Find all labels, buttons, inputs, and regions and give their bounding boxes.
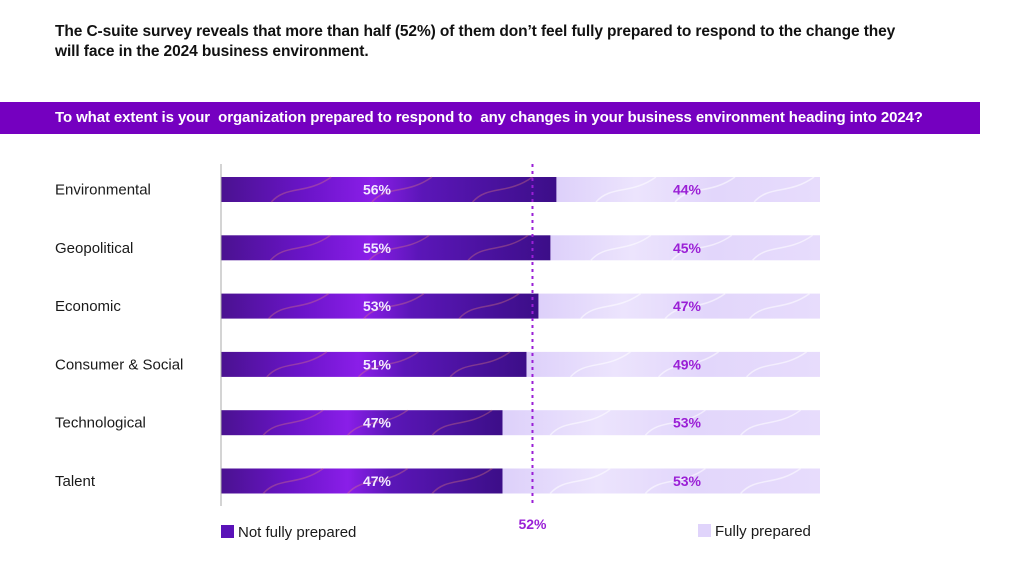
bar-not-fully-prepared-technological — [221, 410, 503, 436]
bar-texture-swirl — [458, 292, 520, 320]
data-label-fully-prepared-economic: 47% — [673, 298, 702, 314]
bar-texture-swirl — [674, 176, 736, 203]
question-banner: To what extent is your organization prep… — [0, 102, 980, 134]
bar-texture-swirl — [357, 351, 419, 378]
bar-texture-swirl — [262, 409, 324, 436]
bar-texture-swirl — [268, 292, 330, 320]
bar-texture-swirl — [658, 351, 720, 378]
bar-texture-swirl — [590, 234, 652, 261]
stacked-bar-chart: Environmental Geopolitical Economic Consume… — [55, 164, 820, 541]
bar-texture-swirl — [449, 351, 511, 378]
data-label-not-fully-prepared-geopolitical: 55% — [363, 240, 392, 256]
data-label-not-fully-prepared-talent: 47% — [363, 473, 392, 489]
bar-row-consumer-social: 51% 49% — [221, 351, 820, 378]
bar-texture-swirl — [270, 176, 332, 203]
bar-not-fully-prepared-consumer-social — [221, 351, 527, 377]
bar-texture-swirl — [262, 467, 324, 495]
bar-texture-swirl — [363, 292, 425, 320]
bar-row-geopolitical: 55% 45% — [221, 234, 820, 261]
legend-label-fully-prepared: Fully prepared — [715, 523, 811, 540]
category-label-talent: Talent — [55, 473, 96, 490]
bar-texture-swirl — [752, 234, 814, 261]
bar-texture-swirl — [467, 234, 529, 261]
bar-texture-swirl — [644, 467, 706, 495]
category-label-environmental: Environmental — [55, 182, 151, 199]
category-label-geopolitical: Geopolitical — [55, 240, 133, 257]
category-label-consumer-social: Consumer & Social — [55, 356, 183, 373]
bar-texture-swirl — [431, 467, 493, 495]
data-label-not-fully-prepared-technological: 47% — [363, 415, 392, 431]
bar-texture-swirl — [347, 467, 409, 495]
headline: The C-suite survey reveals that more tha… — [55, 23, 896, 60]
data-label-not-fully-prepared-environmental: 56% — [363, 182, 392, 198]
bar-texture-swirl — [746, 351, 808, 378]
bar-texture-swirl — [472, 176, 534, 203]
bar-texture-swirl — [595, 176, 657, 203]
bar-texture-swirl — [266, 351, 328, 378]
data-label-fully-prepared-consumer-social: 49% — [673, 356, 702, 372]
bar-texture-swirl — [749, 292, 811, 320]
data-label-not-fully-prepared-economic: 53% — [363, 298, 392, 314]
bar-texture-swirl — [371, 176, 433, 203]
legend: Not fully prepared Fully prepared — [221, 523, 811, 541]
data-label-fully-prepared-environmental: 44% — [673, 182, 702, 198]
data-label-fully-prepared-geopolitical: 45% — [673, 240, 702, 256]
bar-texture-swirl — [740, 467, 802, 495]
bar-texture-swirl — [753, 176, 815, 203]
bar-row-environmental: 56% 44% — [221, 176, 820, 203]
bar-not-fully-prepared-economic — [221, 293, 539, 319]
bar-texture-swirl — [549, 409, 611, 436]
category-label-economic: Economic — [55, 298, 121, 315]
bar-texture-swirl — [549, 467, 611, 495]
legend-swatch-not-fully-prepared — [221, 525, 234, 538]
bar-texture-swirl — [664, 292, 726, 320]
data-label-not-fully-prepared-consumer-social: 51% — [363, 356, 392, 372]
bar-texture-swirl — [431, 409, 493, 436]
question-text: To what extent is your organization prep… — [55, 109, 923, 126]
bar-texture-swirl — [671, 234, 733, 261]
legend-swatch-fully-prepared — [698, 524, 711, 537]
bar-texture-swirl — [580, 292, 642, 320]
data-label-fully-prepared-talent: 53% — [673, 473, 702, 489]
bar-texture-swirl — [569, 351, 631, 378]
bar-row-technological: 47% 53% — [221, 409, 820, 436]
bar-texture-swirl — [368, 234, 430, 261]
bar-not-fully-prepared-environmental — [221, 177, 557, 202]
bar-texture-swirl — [269, 234, 331, 261]
data-label-fully-prepared-technological: 53% — [673, 415, 702, 431]
bar-texture-swirl — [347, 409, 409, 436]
bar-texture-swirl — [740, 409, 802, 436]
category-label-technological: Technological — [55, 415, 146, 432]
reference-line-label: 52% — [518, 516, 547, 532]
legend-label-not-fully-prepared: Not fully prepared — [238, 524, 356, 541]
bar-texture-swirl — [644, 409, 706, 436]
bar-not-fully-prepared-talent — [221, 468, 503, 494]
bar-row-talent: 47% 53% — [221, 467, 820, 495]
bar-row-economic: 53% 47% — [221, 292, 820, 320]
bar-not-fully-prepared-geopolitical — [221, 235, 551, 261]
